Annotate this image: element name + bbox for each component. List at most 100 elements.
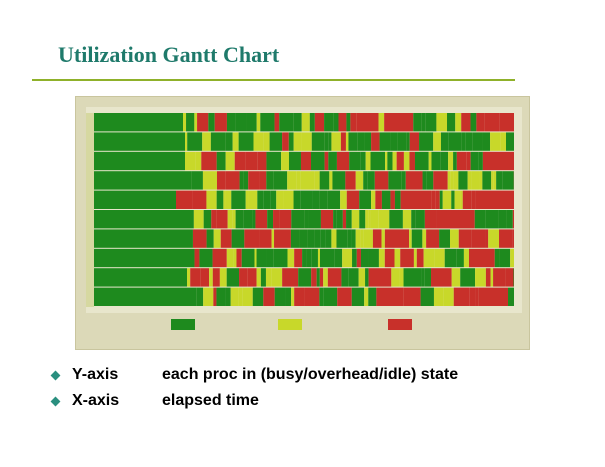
gantt-chart-image	[75, 96, 530, 350]
state-segment	[299, 229, 308, 248]
state-segment	[436, 210, 475, 229]
state-segment	[428, 151, 432, 171]
state-segment	[447, 171, 451, 190]
busy-segment	[94, 268, 187, 287]
state-segment	[482, 132, 491, 151]
state-segment	[431, 151, 441, 171]
state-segment	[266, 151, 282, 171]
state-segment	[279, 113, 294, 132]
state-segment	[342, 210, 347, 229]
state-segment	[351, 210, 360, 229]
state-segment	[190, 268, 201, 287]
state-segment	[260, 113, 275, 132]
bullet-term: Y-axis	[72, 366, 119, 383]
state-segment	[311, 248, 318, 268]
title-divider	[32, 79, 515, 81]
state-segment	[342, 248, 353, 268]
state-segment	[351, 287, 365, 306]
state-segment	[468, 248, 495, 268]
state-segment	[378, 113, 385, 132]
state-segment	[294, 248, 303, 268]
state-segment	[296, 171, 301, 190]
state-segment	[346, 113, 351, 132]
state-segment	[324, 151, 329, 171]
state-segment	[374, 171, 389, 190]
state-segment	[216, 210, 228, 229]
state-segment	[500, 132, 507, 151]
state-segment	[236, 248, 242, 268]
state-segment	[403, 287, 421, 306]
state-segment	[180, 229, 193, 248]
state-segment	[290, 229, 300, 248]
state-segment	[259, 171, 267, 190]
state-segment	[485, 268, 491, 287]
state-segment	[327, 268, 342, 287]
state-segment	[184, 171, 192, 190]
state-segment	[201, 151, 217, 171]
state-segment	[191, 171, 203, 190]
state-segment	[453, 171, 459, 190]
state-segment	[325, 229, 332, 248]
state-segment	[426, 171, 434, 190]
state-segment	[363, 171, 368, 190]
state-segment	[512, 210, 514, 229]
state-segment	[433, 287, 444, 306]
state-segment	[448, 132, 462, 151]
state-segment	[363, 229, 373, 248]
state-segment	[508, 287, 514, 306]
state-segment	[306, 248, 312, 268]
state-segment	[244, 229, 260, 248]
state-segment	[254, 248, 257, 268]
state-segment	[186, 113, 195, 132]
state-segment	[300, 151, 312, 171]
state-segment	[255, 210, 268, 229]
state-segment	[303, 171, 315, 190]
state-segment	[212, 248, 227, 268]
state-segment	[415, 210, 425, 229]
state-segment	[225, 171, 240, 190]
state-segment	[346, 210, 352, 229]
state-segment	[241, 248, 255, 268]
busy-segment	[94, 190, 176, 209]
state-segment	[203, 210, 212, 229]
gantt-graphic	[86, 107, 522, 330]
state-segment	[375, 190, 382, 209]
state-segment	[233, 248, 237, 268]
state-segment	[359, 190, 372, 209]
state-segment	[424, 210, 437, 229]
state-segment	[406, 132, 410, 151]
state-segment	[305, 190, 313, 209]
state-segment	[185, 151, 196, 171]
state-segment	[293, 190, 301, 209]
state-segment	[475, 287, 479, 306]
state-segment	[411, 210, 416, 229]
state-segment	[193, 210, 204, 229]
busy-segment	[94, 151, 185, 171]
state-segment	[384, 229, 410, 248]
state-segment	[266, 248, 274, 268]
state-segment	[439, 190, 443, 209]
state-segment	[403, 268, 411, 287]
state-segment	[298, 268, 312, 287]
state-segment	[312, 190, 320, 209]
state-segment	[213, 229, 221, 248]
state-segment	[355, 229, 361, 248]
state-segment	[506, 132, 514, 151]
diamond-bullet-icon	[50, 396, 61, 407]
state-segment	[413, 113, 422, 132]
state-segment	[450, 229, 459, 248]
state-segment	[469, 287, 476, 306]
state-segment	[235, 210, 244, 229]
state-segment	[180, 210, 194, 229]
legend-idle-swatch	[388, 319, 412, 330]
state-segment	[192, 229, 207, 248]
state-segment	[488, 229, 500, 248]
state-segment	[376, 287, 404, 306]
state-segment	[195, 151, 202, 171]
state-segment	[435, 190, 440, 209]
state-segment	[293, 132, 302, 151]
state-segment	[496, 171, 503, 190]
state-segment	[423, 248, 435, 268]
state-segment	[226, 248, 234, 268]
state-segment	[219, 268, 227, 287]
